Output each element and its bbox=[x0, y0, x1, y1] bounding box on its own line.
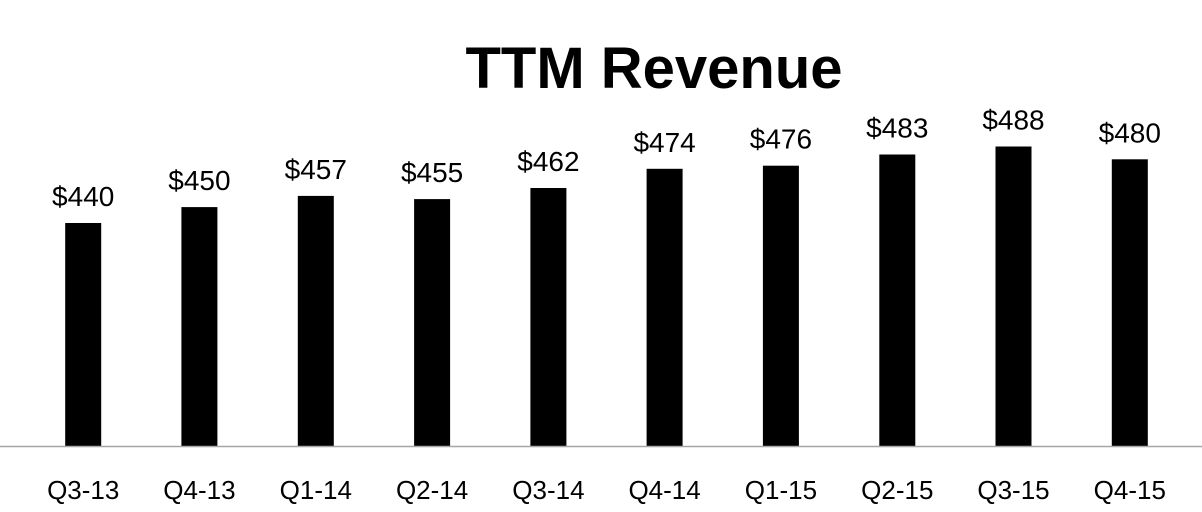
x-tick-label-q2-15: Q2-15 bbox=[861, 475, 933, 505]
x-tick-label-q4-15: Q4-15 bbox=[1094, 475, 1166, 505]
x-tick-label-q3-14: Q3-14 bbox=[512, 475, 584, 505]
bar-q2-15 bbox=[879, 154, 916, 446]
bar-q3-15 bbox=[995, 146, 1032, 446]
x-tick-labels-layer: Q3-13 Q4-13 Q1-14 Q2-14 Q3-14 Q4-14 Q1-15 Q2-15… bbox=[47, 475, 1166, 505]
data-label-q3-15: $488 bbox=[982, 105, 1044, 136]
x-tick-label-q3-13: Q3-13 bbox=[47, 475, 119, 505]
x-tick-label-q4-14: Q4-14 bbox=[628, 475, 700, 505]
bar-q2-14 bbox=[414, 199, 451, 446]
data-labels-layer: $440 $450 $457 $455 $462 $474 $476 $483 $488 $480 bbox=[52, 105, 1161, 213]
bar-q4-15 bbox=[1111, 159, 1148, 447]
x-tick-label-q1-15: Q1-15 bbox=[745, 475, 817, 505]
bar-q3-14 bbox=[530, 188, 567, 446]
bar-q4-13 bbox=[181, 207, 218, 446]
bar-q1-15 bbox=[762, 165, 799, 446]
data-label-q1-15: $476 bbox=[750, 124, 812, 155]
x-tick-label-q2-14: Q2-14 bbox=[396, 475, 468, 505]
data-label-q4-15: $480 bbox=[1099, 117, 1161, 148]
data-label-q2-15: $483 bbox=[866, 113, 928, 144]
x-tick-label-q4-13: Q4-13 bbox=[163, 475, 235, 505]
data-label-q2-14: $455 bbox=[401, 157, 463, 188]
bars-layer bbox=[65, 146, 1148, 447]
chart-title: TTM Revenue bbox=[465, 36, 842, 101]
data-label-q1-14: $457 bbox=[285, 154, 347, 185]
data-label-q3-13: $440 bbox=[52, 181, 114, 212]
x-tick-label-q3-15: Q3-15 bbox=[977, 475, 1049, 505]
bar-q4-14 bbox=[646, 168, 683, 447]
data-label-q4-14: $474 bbox=[633, 127, 695, 158]
bar-q1-14 bbox=[297, 195, 334, 446]
bar-q3-13 bbox=[65, 223, 102, 446]
data-label-q4-13: $450 bbox=[168, 165, 230, 196]
x-tick-label-q1-14: Q1-14 bbox=[280, 475, 352, 505]
data-label-q3-14: $462 bbox=[517, 146, 579, 177]
